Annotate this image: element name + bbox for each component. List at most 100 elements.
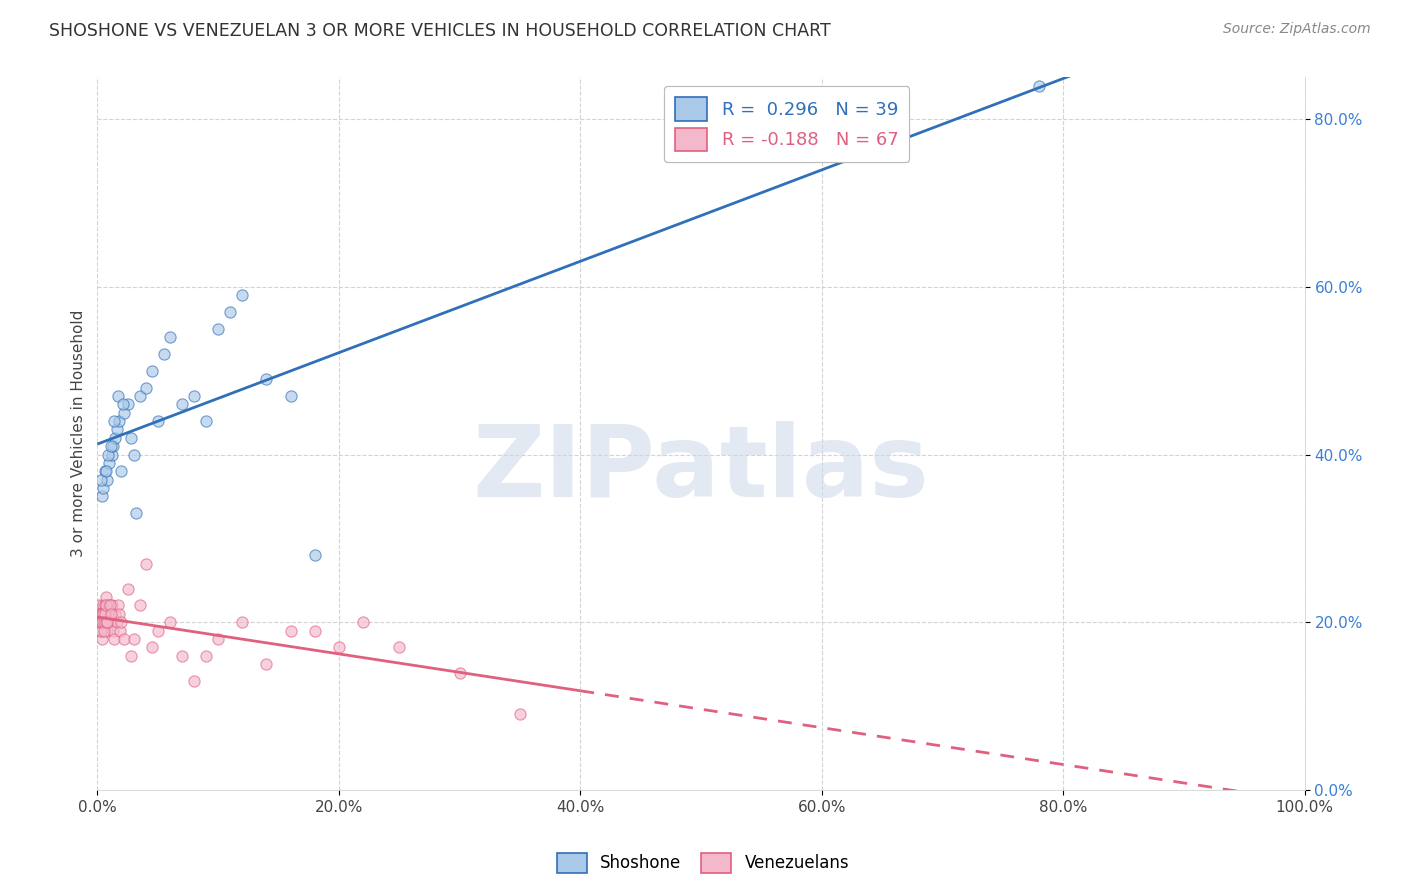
Legend: Shoshone, Venezuelans: Shoshone, Venezuelans: [550, 847, 856, 880]
Point: [105, 422, 128, 436]
Point: [104, 431, 127, 445]
Point: [94, 599, 117, 613]
Point: [90, 615, 112, 630]
Point: [93, 624, 115, 638]
Point: [108, 414, 131, 428]
Point: [117, 397, 139, 411]
Point: [141, 640, 163, 655]
Point: [120, 648, 142, 663]
Point: [207, 632, 229, 646]
Point: [231, 615, 253, 630]
Point: [93, 464, 115, 478]
Point: [100, 615, 122, 630]
Point: [91, 607, 114, 621]
Point: [91, 615, 114, 630]
Point: [304, 624, 326, 638]
Text: Source: ZipAtlas.com: Source: ZipAtlas.com: [1223, 22, 1371, 37]
Point: [90, 624, 112, 638]
Point: [110, 464, 132, 478]
Point: [96, 624, 118, 638]
Point: [1028, 78, 1050, 93]
Point: [89, 615, 111, 630]
Point: [104, 607, 127, 621]
Point: [94, 607, 117, 621]
Point: [87, 607, 110, 621]
Point: [91, 607, 114, 621]
Point: [170, 648, 193, 663]
Point: [93, 615, 115, 630]
Point: [207, 322, 229, 336]
Point: [100, 607, 122, 621]
Point: [90, 632, 112, 646]
Point: [125, 506, 148, 520]
Point: [101, 448, 124, 462]
Point: [509, 707, 531, 722]
Point: [117, 582, 139, 596]
Point: [103, 414, 125, 428]
Point: [91, 599, 114, 613]
Point: [170, 397, 193, 411]
Point: [93, 599, 115, 613]
Point: [101, 439, 124, 453]
Point: [96, 615, 118, 630]
Point: [100, 439, 122, 453]
Point: [87, 599, 110, 613]
Point: [352, 615, 374, 630]
Point: [89, 607, 111, 621]
Point: [128, 389, 150, 403]
Point: [110, 624, 132, 638]
Point: [98, 456, 121, 470]
Point: [93, 615, 115, 630]
Point: [93, 607, 115, 621]
Text: ZIPatlas: ZIPatlas: [472, 421, 929, 517]
Point: [91, 615, 114, 630]
Point: [110, 615, 132, 630]
Point: [97, 448, 120, 462]
Point: [231, 288, 253, 302]
Point: [98, 607, 121, 621]
Point: [219, 305, 242, 319]
Point: [89, 615, 111, 630]
Point: [97, 607, 120, 621]
Point: [112, 406, 135, 420]
Point: [97, 599, 120, 613]
Point: [146, 624, 169, 638]
Point: [449, 665, 471, 680]
Point: [254, 372, 277, 386]
Point: [107, 599, 129, 613]
Point: [108, 607, 131, 621]
Point: [254, 657, 277, 672]
Point: [280, 624, 302, 638]
Point: [94, 615, 117, 630]
Legend: R =  0.296   N = 39, R = -0.188   N = 67: R = 0.296 N = 39, R = -0.188 N = 67: [664, 87, 910, 161]
Point: [94, 607, 117, 621]
Point: [103, 632, 125, 646]
Point: [96, 615, 118, 630]
Point: [304, 548, 326, 562]
Point: [91, 490, 114, 504]
Point: [89, 607, 111, 621]
Point: [183, 389, 205, 403]
Point: [128, 599, 150, 613]
Point: [280, 389, 302, 403]
Text: SHOSHONE VS VENEZUELAN 3 OR MORE VEHICLES IN HOUSEHOLD CORRELATION CHART: SHOSHONE VS VENEZUELAN 3 OR MORE VEHICLE…: [49, 22, 831, 40]
Point: [101, 624, 124, 638]
Point: [98, 599, 121, 613]
Point: [183, 673, 205, 688]
Point: [159, 615, 181, 630]
Point: [195, 414, 218, 428]
Point: [159, 330, 181, 344]
Point: [135, 380, 157, 394]
Point: [89, 607, 111, 621]
Point: [90, 473, 112, 487]
Point: [101, 599, 124, 613]
Point: [152, 347, 174, 361]
Point: [97, 615, 120, 630]
Point: [122, 632, 145, 646]
Point: [93, 481, 115, 495]
Point: [112, 632, 135, 646]
Point: [120, 431, 142, 445]
Point: [107, 389, 129, 403]
Point: [135, 557, 157, 571]
Point: [105, 615, 128, 630]
